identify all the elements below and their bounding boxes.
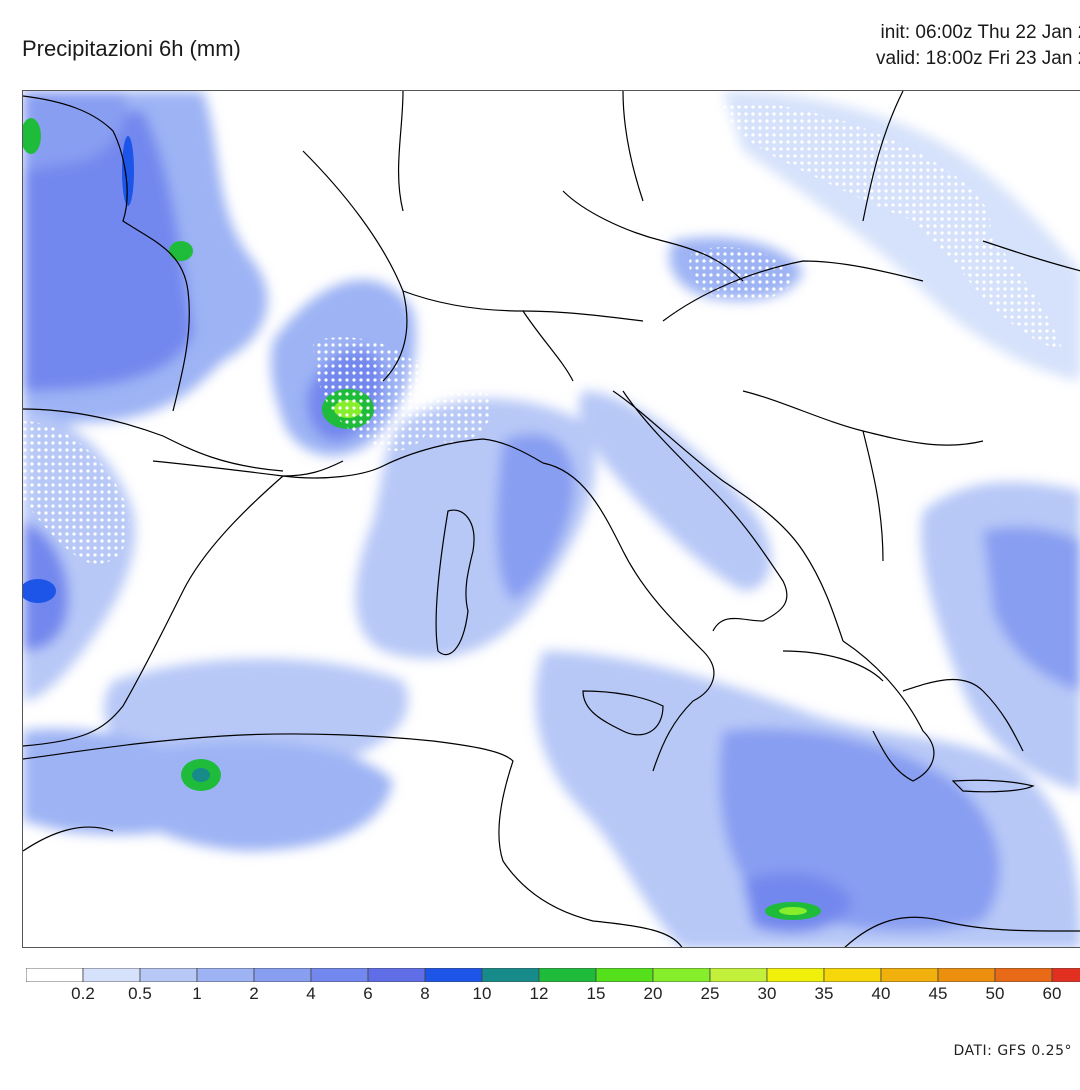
colorbar-swatch <box>766 968 825 982</box>
colorbar-swatch <box>538 968 597 982</box>
colorbar-swatch <box>26 968 84 982</box>
colorbar-tick-label: 0.2 <box>71 984 95 1003</box>
colorbar-tick-label: 15 <box>586 984 606 1003</box>
colorbar-tick-label: 60 <box>1042 984 1062 1003</box>
colorbar-tick-label: 45 <box>928 984 948 1003</box>
map-title: Precipitazioni 6h (mm) <box>22 36 241 61</box>
colorbar <box>26 968 1080 982</box>
valid-time: valid: 18:00z Fri 23 Jan 2026 <box>876 48 1080 69</box>
colorbar-swatch <box>139 968 198 982</box>
coastlines-borders <box>23 91 1080 947</box>
colorbar-tick-label: 30 <box>757 984 777 1003</box>
validity-block: init: 06:00z Thu 22 Jan 2026 valid: 18:0… <box>876 20 1080 72</box>
colorbar-swatch <box>196 968 255 982</box>
colorbar-swatch <box>880 968 939 982</box>
colorbar-tick-label: 20 <box>643 984 663 1003</box>
precipitation-map <box>22 90 1080 948</box>
colorbar-swatch <box>481 968 540 982</box>
colorbar-tick-label: 1 <box>192 984 202 1003</box>
colorbar-tick-label: 0.5 <box>128 984 152 1003</box>
colorbar-tick-label: 50 <box>985 984 1005 1003</box>
colorbar-tick-label: 4 <box>306 984 316 1003</box>
colorbar-tick-label: 35 <box>814 984 834 1003</box>
colorbar-swatch <box>82 968 141 982</box>
colorbar-tick-label: 2 <box>249 984 259 1003</box>
colorbar-tick-label: 25 <box>700 984 720 1003</box>
colorbar-swatch <box>823 968 882 982</box>
colorbar-swatch <box>367 968 426 982</box>
colorbar-tick-label: 8 <box>420 984 430 1003</box>
colorbar-swatch <box>253 968 312 982</box>
init-time: init: 06:00z Thu 22 Jan 2026 <box>880 22 1080 43</box>
colorbar-swatch <box>652 968 711 982</box>
colorbar-swatch <box>1051 968 1080 982</box>
colorbar-tick-label: 40 <box>871 984 891 1003</box>
colorbar-swatch <box>595 968 654 982</box>
colorbar-tick-label: 12 <box>529 984 549 1003</box>
colorbar-labels: 0.2 0.5 1 2 4 6 8 10 12 15 20 25 30 35 40 45 50 60 <box>26 984 1080 1008</box>
colorbar-swatch <box>310 968 369 982</box>
colorbar-tick-label: 6 <box>363 984 373 1003</box>
colorbar-swatch <box>424 968 483 982</box>
stipple-overlay <box>23 101 1063 564</box>
colorbar-swatch <box>994 968 1053 982</box>
colorbar-swatch <box>937 968 996 982</box>
colorbar-swatch <box>709 968 768 982</box>
data-source: DATI: GFS 0.25° <box>953 1043 1072 1059</box>
colorbar-tick-label: 10 <box>472 984 492 1003</box>
